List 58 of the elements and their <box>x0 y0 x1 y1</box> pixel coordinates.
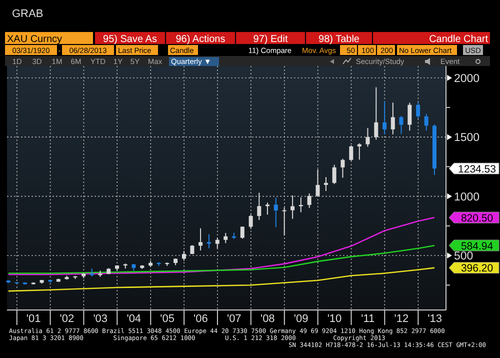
candlestick <box>206 234 211 249</box>
candlestick <box>248 214 253 230</box>
x-tick-label: '12 <box>394 313 409 325</box>
x-tick-label: '11 <box>361 313 375 325</box>
y-tick-label: 500 <box>454 250 474 263</box>
text: 97) Edit <box>253 34 288 45</box>
candlestick <box>332 164 336 184</box>
candlestick <box>382 100 387 135</box>
candlestick <box>240 226 244 240</box>
chart-title: GRAB <box>12 8 44 20</box>
line-series <box>8 267 436 292</box>
candlestick <box>408 102 412 132</box>
candlestick <box>215 237 220 249</box>
x-tick-label: '05 <box>160 313 174 325</box>
text: 98) Table <box>318 34 360 45</box>
text: Candle Chart <box>429 34 488 45</box>
y-tick-label: 1000 <box>454 191 480 204</box>
x-tick-label: '13 <box>428 313 442 325</box>
candlestick <box>399 115 404 134</box>
x-tick-label: '10 <box>327 313 342 325</box>
candlestick <box>265 202 270 216</box>
candlestick <box>316 168 320 197</box>
x-tick-label: '07 <box>226 313 242 325</box>
candlestick <box>424 113 428 132</box>
x-tick-label: '06 <box>194 313 208 325</box>
candlestick <box>349 144 354 162</box>
candlestick <box>357 142 362 160</box>
candlestick <box>416 102 420 120</box>
candlestick <box>224 232 228 244</box>
text: 584.94 <box>460 240 494 252</box>
text: 396.20 <box>460 262 494 275</box>
text: XAU Curncy <box>7 34 62 45</box>
candlestick <box>257 192 262 220</box>
x-tick-label: '03 <box>93 313 108 325</box>
text: 820.50 <box>460 212 494 224</box>
text: 96) Actions <box>176 34 226 45</box>
line-series <box>8 216 436 276</box>
candlestick <box>390 102 395 135</box>
candlestick <box>198 228 203 251</box>
candlestick <box>366 127 370 148</box>
candlestick <box>340 158 345 178</box>
x-tick-label: '08 <box>260 313 275 325</box>
line-series <box>8 244 436 274</box>
candlestick <box>307 192 312 208</box>
candlestick <box>282 207 286 236</box>
x-tick-label: '09 <box>294 313 308 325</box>
candlestick <box>374 86 378 140</box>
text: 1234.53 <box>458 163 496 176</box>
candlestick <box>324 176 328 192</box>
x-tick-label: '02 <box>60 313 74 325</box>
candlestick <box>182 250 186 262</box>
candlestick <box>290 194 295 220</box>
y-tick-label: 2000 <box>454 72 480 85</box>
candlestick <box>274 197 278 228</box>
x-tick-label: '04 <box>126 313 142 325</box>
text: 95) Save As <box>103 34 157 45</box>
y-tick-label: 1500 <box>454 132 480 144</box>
x-tick-label: '01 <box>26 313 41 325</box>
